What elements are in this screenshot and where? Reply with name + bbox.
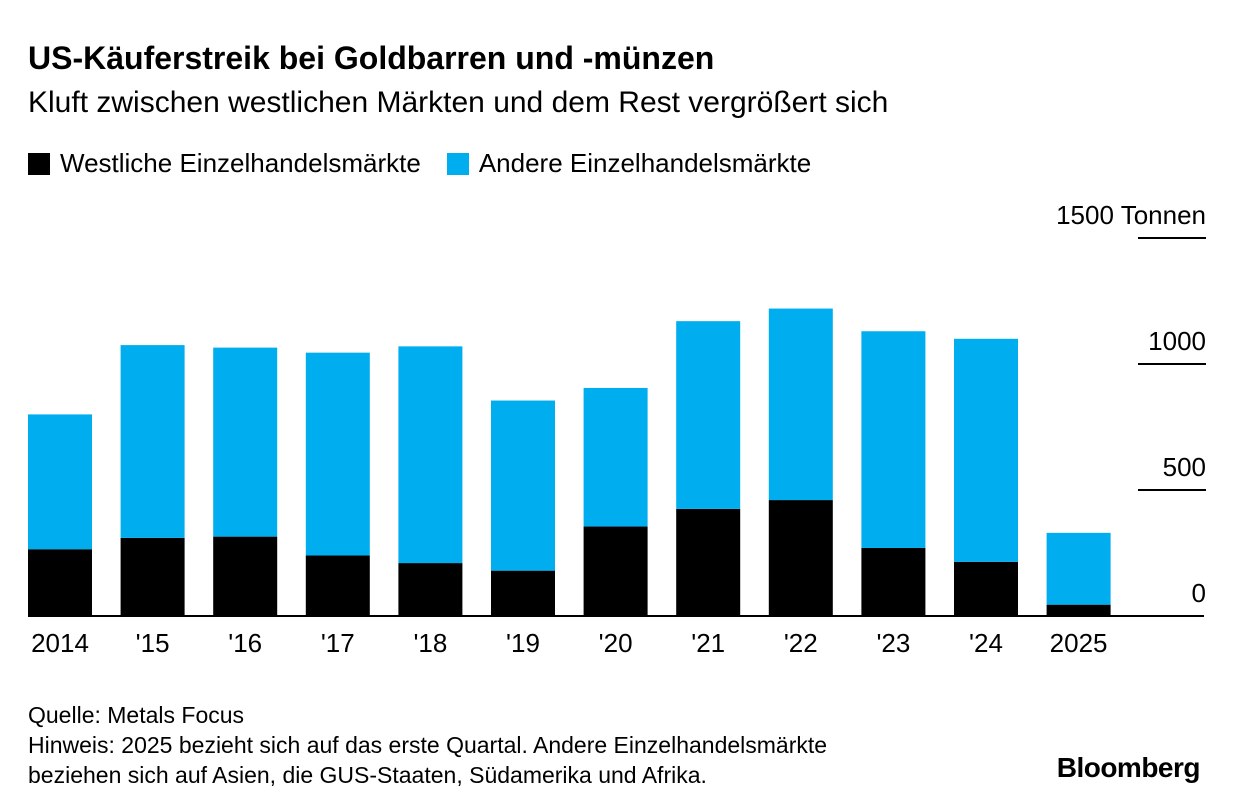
legend-label-western: Westliche Einzelhandelsmärkte: [60, 148, 421, 178]
x-tick-label-3: '17: [321, 628, 355, 658]
bar-other-8: [768, 308, 833, 501]
bar-western-3: [305, 555, 370, 616]
x-tick-label-6: '20: [599, 628, 633, 658]
y-tick-label-1000: 1000: [1148, 326, 1206, 356]
legend-swatch-western: [28, 152, 50, 175]
bar-other-5: [491, 400, 555, 571]
bar-western-8: [768, 500, 833, 616]
chart-title: US-Käuferstreik bei Goldbarren und -münz…: [28, 40, 715, 76]
bloomberg-logo: Bloomberg: [1056, 752, 1201, 783]
x-tick-label-10: '24: [969, 628, 1003, 658]
x-tick-label-2: '16: [228, 628, 262, 658]
legend-item-other: Andere Einzelhandelsmärkte: [446, 148, 812, 179]
chart-subtitle: Kluft zwischen westlichen Märkten und de…: [28, 86, 889, 119]
bar-western-4: [398, 563, 463, 616]
bar-western-9: [861, 547, 926, 616]
legend: Westliche Einzelhandelsmärkte Andere Ein…: [28, 148, 837, 179]
footer: Quelle: Metals Focus Hinweis: 2025 bezie…: [28, 700, 827, 790]
bar-other-3: [305, 352, 370, 556]
bar-other-2: [213, 347, 278, 537]
stacked-bar-chart: 0 500 1000 1500 Tonnen 2014 '15 '16 '17 '18 '19 '2…: [28, 200, 1206, 658]
x-tick-label-4: '18: [413, 628, 447, 658]
bar-western-5: [491, 570, 555, 616]
bar-other-11: [1046, 532, 1111, 605]
footnote-line-1: Hinweis: 2025 bezieht sich auf das erste…: [28, 732, 828, 758]
bar-western-7: [676, 508, 741, 616]
bar-western-2: [213, 536, 278, 616]
bar-western-10: [954, 561, 1018, 616]
bar-western-0: [28, 549, 92, 616]
x-tick-label-0: 2014: [31, 628, 89, 658]
legend-item-western: Westliche Einzelhandelsmärkte: [28, 148, 421, 179]
bar-other-9: [861, 331, 926, 548]
source-note: Quelle: Metals Focus: [28, 702, 245, 728]
footnote-line-2: beziehen sich auf Asien, die GUS-Staaten…: [28, 762, 707, 788]
x-tick-label-5: '19: [506, 628, 540, 658]
bar-other-4: [398, 346, 463, 564]
bar-other-6: [583, 387, 648, 527]
x-tick-label-11: 2025: [1050, 628, 1108, 658]
y-tick-label-0: 0: [1192, 578, 1206, 608]
bar-other-10: [954, 338, 1018, 562]
bar-other-0: [28, 414, 92, 550]
bar-western-6: [583, 526, 648, 616]
x-tick-label-7: '21: [691, 628, 725, 658]
x-tick-label-8: '22: [784, 628, 818, 658]
bar-western-11: [1046, 604, 1111, 616]
bar-western-1: [120, 537, 185, 616]
bar-other-1: [120, 345, 185, 538]
legend-label-other: Andere Einzelhandelsmärkte: [478, 148, 812, 178]
x-tick-label-1: '15: [136, 628, 170, 658]
legend-swatch-other: [446, 152, 469, 175]
x-tick-label-9: '23: [876, 628, 910, 658]
y-tick-label-1500: 1500 Tonnen: [1056, 200, 1206, 230]
y-tick-label-500: 500: [1163, 452, 1206, 482]
bar-other-7: [676, 321, 741, 509]
